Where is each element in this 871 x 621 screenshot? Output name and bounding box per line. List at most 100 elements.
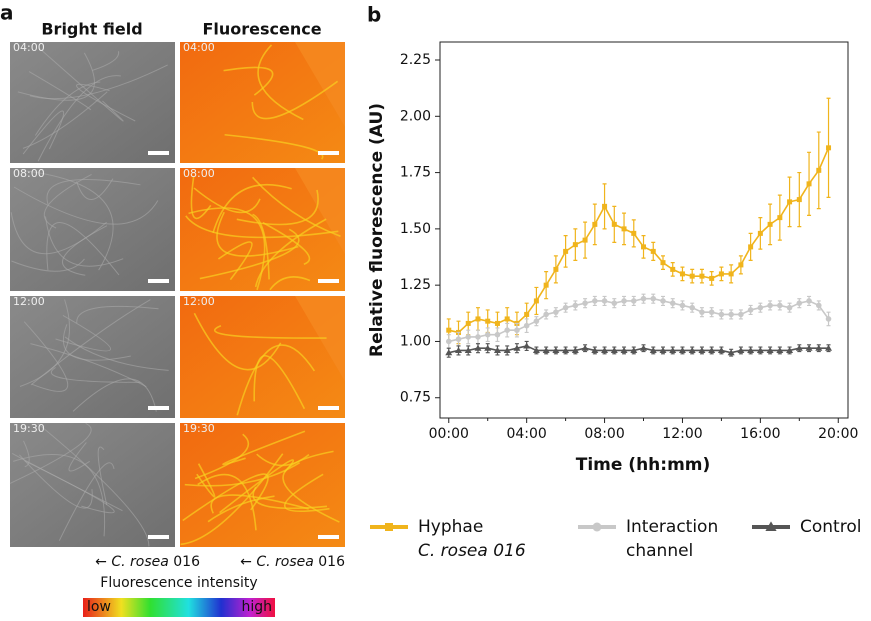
marker xyxy=(806,181,812,187)
marker xyxy=(592,221,598,227)
image-corner xyxy=(295,296,345,382)
hypha xyxy=(45,216,124,267)
marker xyxy=(592,298,598,304)
timestamp: 12:00 xyxy=(13,295,45,308)
legend-label: Control xyxy=(800,517,861,537)
hypha xyxy=(22,110,64,155)
hypha xyxy=(193,312,282,371)
marker xyxy=(493,346,501,353)
x-tick-label: 20:00 xyxy=(818,426,858,442)
hypha xyxy=(62,225,108,276)
hypha xyxy=(182,473,269,522)
marker xyxy=(630,346,638,353)
hypha xyxy=(212,184,292,234)
marker xyxy=(572,302,579,309)
marker xyxy=(796,197,802,203)
marker xyxy=(669,300,676,306)
hypha xyxy=(236,189,319,226)
hypha xyxy=(9,423,92,484)
timestamp: 19:30 xyxy=(13,422,45,435)
marker xyxy=(738,262,744,268)
marker xyxy=(445,349,453,356)
marker xyxy=(660,298,666,304)
hypha xyxy=(28,71,92,111)
marker xyxy=(543,282,549,288)
marker xyxy=(582,300,588,306)
marker xyxy=(718,311,725,318)
column-header: Bright field xyxy=(41,20,142,39)
marker xyxy=(445,338,452,345)
marker xyxy=(796,300,803,306)
timestamp: 04:00 xyxy=(13,41,45,54)
hypha xyxy=(13,454,106,537)
colorbar xyxy=(83,598,275,617)
marker xyxy=(795,344,803,351)
marker xyxy=(640,295,647,302)
hypha xyxy=(50,366,141,383)
hypha xyxy=(37,422,150,547)
marker xyxy=(757,304,764,311)
hypha xyxy=(257,44,304,121)
timestamp: 08:00 xyxy=(13,167,45,180)
marker xyxy=(786,304,793,311)
marker xyxy=(621,226,627,232)
marker xyxy=(503,346,511,353)
hypha xyxy=(193,187,261,214)
marker xyxy=(494,320,500,326)
timestamp: 12:00 xyxy=(183,295,215,308)
marker xyxy=(465,320,471,326)
y-tick-label: 1.00 xyxy=(400,333,431,349)
marker xyxy=(679,302,686,309)
hypha xyxy=(217,241,253,281)
marker xyxy=(747,346,755,353)
hypha xyxy=(17,52,95,101)
hypha xyxy=(251,80,339,120)
hypha xyxy=(185,215,339,239)
marker xyxy=(621,298,627,304)
hypha xyxy=(43,173,92,229)
hypha xyxy=(23,440,30,468)
hypha xyxy=(11,452,123,512)
marker xyxy=(660,260,666,266)
hypha xyxy=(46,222,120,276)
brightfield-image xyxy=(10,42,175,163)
marker xyxy=(825,316,832,322)
marker xyxy=(592,522,602,532)
hypha xyxy=(30,299,151,386)
marker xyxy=(786,346,794,353)
marker xyxy=(766,346,774,353)
hypha xyxy=(64,336,169,371)
legend-sublabel: channel xyxy=(626,541,693,561)
image-corner xyxy=(295,168,345,255)
hypha xyxy=(254,218,327,288)
marker xyxy=(641,244,647,250)
hypha xyxy=(219,459,295,514)
fluorescence-image xyxy=(180,423,345,547)
marker xyxy=(385,523,393,531)
hypha xyxy=(269,276,311,291)
hypha xyxy=(180,453,284,546)
hypha xyxy=(252,486,328,510)
y-tick-label: 2.25 xyxy=(400,52,431,68)
marker xyxy=(765,521,777,531)
marker xyxy=(709,275,715,281)
marker xyxy=(591,346,599,353)
marker xyxy=(815,302,822,309)
marker xyxy=(631,230,637,236)
scale-bar xyxy=(318,535,339,539)
x-tick-label: 00:00 xyxy=(429,426,469,442)
marker xyxy=(688,346,696,353)
colorbar-title: Fluorescence intensity xyxy=(100,575,257,591)
panel-label: b xyxy=(367,3,381,27)
brightfield-image xyxy=(10,296,175,418)
marker xyxy=(504,327,510,333)
marker xyxy=(513,344,521,351)
marker xyxy=(825,344,833,351)
marker xyxy=(698,346,706,353)
marker xyxy=(532,346,540,353)
marker xyxy=(777,302,783,309)
image-grid: 04:00 04:00 08:00 08:00 12:00 12:00 19:30 19:30 xyxy=(9,41,345,547)
marker xyxy=(504,316,510,322)
hypha xyxy=(23,170,114,271)
